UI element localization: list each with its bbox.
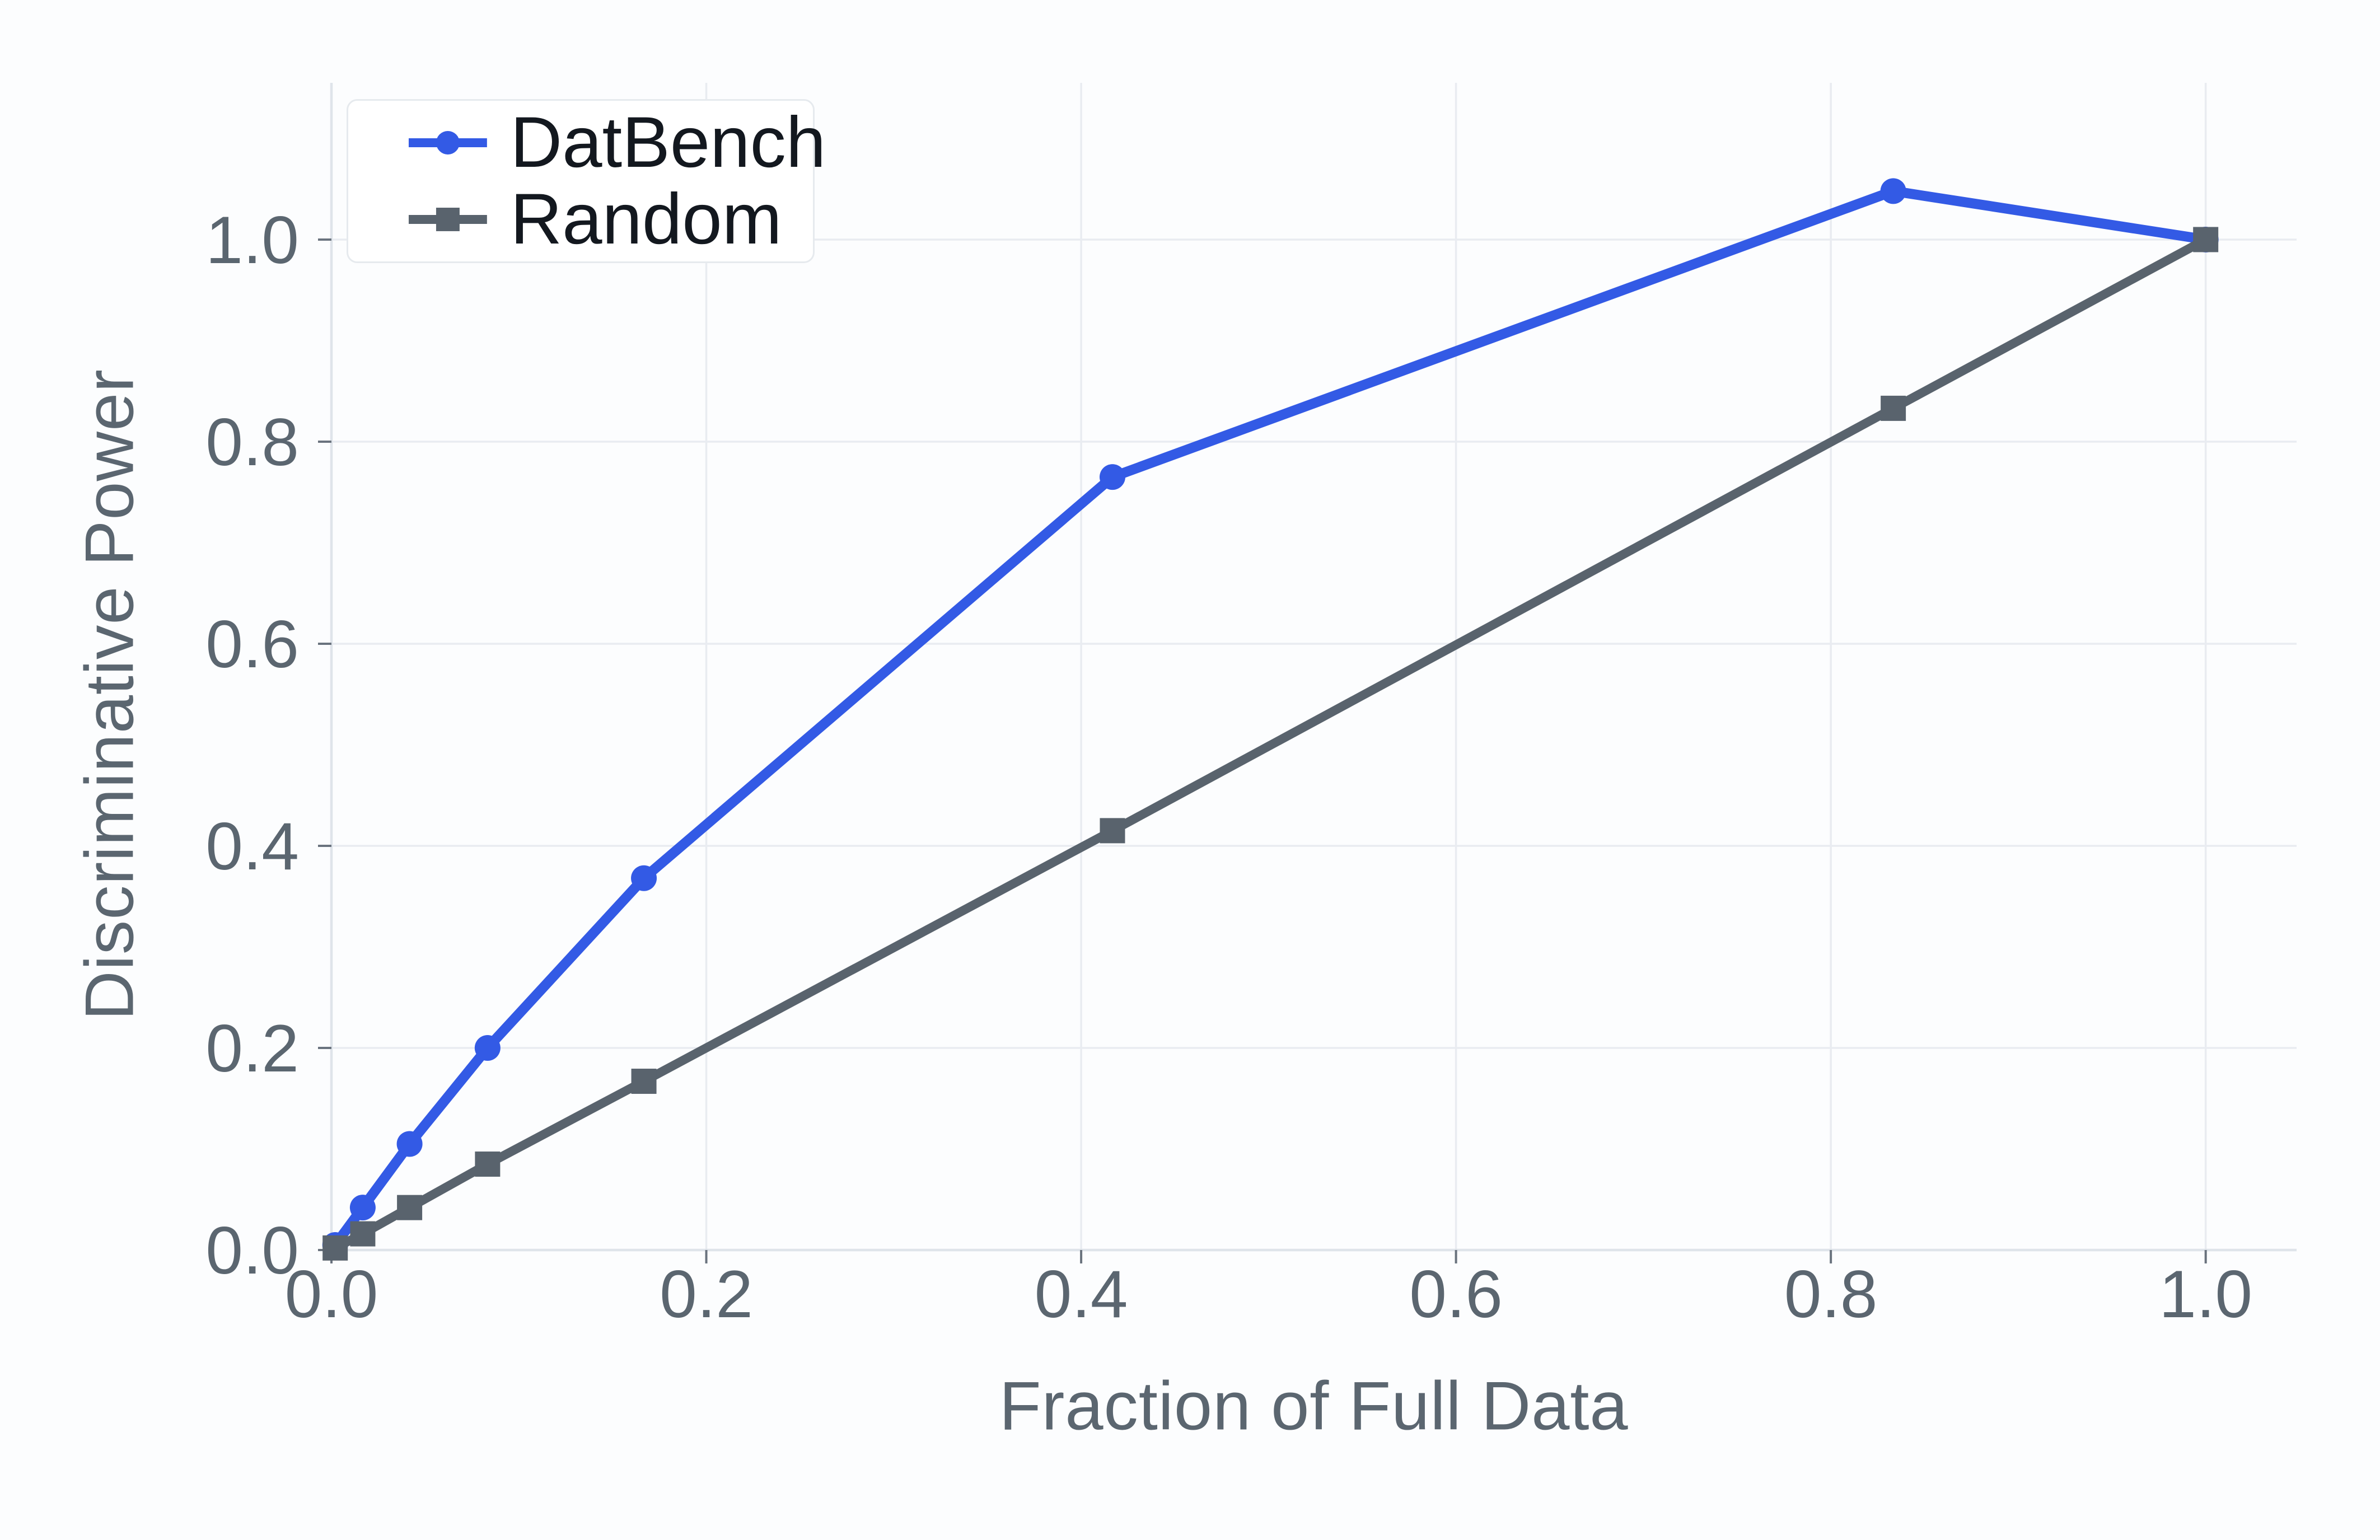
datbench-line-circle-swatch-icon bbox=[408, 130, 487, 155]
x-axis-title: Fraction of Full Data bbox=[999, 1368, 1629, 1445]
x-tick-label: 0.2 bbox=[660, 1257, 753, 1332]
x-tick-label: 1.0 bbox=[2159, 1257, 2252, 1332]
series-datbench-point bbox=[396, 1131, 423, 1157]
series-datbench-line bbox=[330, 186, 2211, 1250]
series-random-line bbox=[330, 235, 2210, 1253]
y-tick-label: 0.2 bbox=[205, 1011, 299, 1086]
series-random-point bbox=[397, 1195, 423, 1220]
series-datbench-point bbox=[1100, 464, 1126, 490]
series-datbench-point bbox=[631, 865, 657, 891]
series-datbench-point bbox=[350, 1195, 376, 1221]
series-random-point bbox=[322, 1235, 348, 1261]
y-axis-title: Discriminative Power bbox=[71, 368, 148, 1021]
series-random-point bbox=[475, 1152, 501, 1177]
x-tick-label: 0.8 bbox=[1784, 1257, 1878, 1332]
series-random-point bbox=[2193, 227, 2219, 252]
series-datbench-point bbox=[1880, 178, 1906, 204]
x-tick-label: 0.4 bbox=[1035, 1257, 1128, 1332]
y-tick-label: 0.8 bbox=[205, 405, 299, 480]
series-random-point bbox=[631, 1069, 657, 1094]
y-tick-label: 0.0 bbox=[205, 1213, 299, 1288]
y-tick-label: 0.6 bbox=[205, 607, 299, 682]
series-random-point bbox=[1881, 395, 1906, 421]
legend-item-datbench: DatBench bbox=[403, 106, 826, 179]
x-tick-label: 0.6 bbox=[1409, 1257, 1503, 1332]
random-line-square-swatch-icon bbox=[408, 208, 487, 232]
y-tick-label: 1.0 bbox=[205, 203, 299, 278]
legend-item-random: Random bbox=[403, 179, 813, 259]
series-datbench-point bbox=[475, 1035, 501, 1061]
y-tick-label: 0.4 bbox=[205, 809, 299, 884]
legend-label-datbench: DatBench bbox=[510, 102, 826, 182]
legend: DatBench Random bbox=[346, 99, 826, 264]
series-random-point bbox=[1100, 818, 1125, 844]
legend-label-random: Random bbox=[510, 179, 782, 259]
series-random-point bbox=[350, 1221, 376, 1247]
x-tick-label: 0.0 bbox=[285, 1257, 378, 1332]
